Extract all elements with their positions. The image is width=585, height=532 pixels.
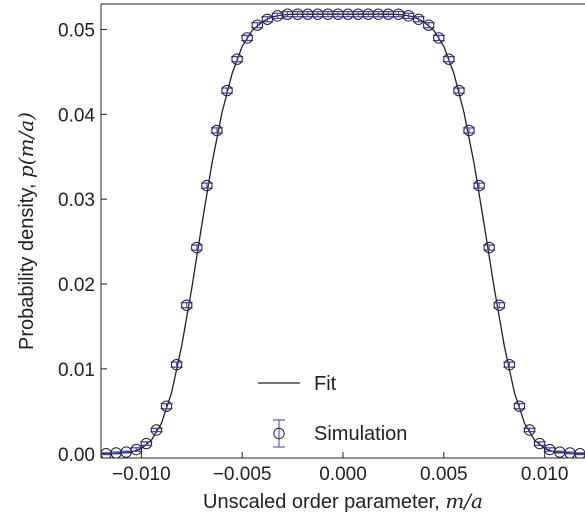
simulation-point [533, 437, 546, 450]
simulation-point [543, 443, 556, 456]
y-tick-label: 0.00 [58, 445, 95, 466]
simulation-marker [574, 448, 585, 458]
simulation-point [463, 124, 476, 137]
simulation-point [140, 437, 153, 450]
simulation-marker [241, 32, 253, 44]
simulation-marker [231, 53, 243, 65]
simulation-point [573, 448, 585, 458]
simulation-point [473, 179, 486, 192]
x-axis-label-math: m/a [445, 489, 483, 513]
simulation-point [221, 84, 234, 97]
simulation-point [442, 53, 455, 65]
simulation-point [483, 241, 496, 254]
x-tick-label: 0.005 [420, 464, 468, 485]
y-axis-label: Probability density, p(m/a) [14, 112, 38, 350]
simulation-marker [170, 358, 183, 371]
simulation-marker [483, 241, 495, 254]
simulation-marker [191, 241, 203, 254]
simulation-point [160, 400, 173, 412]
simulation-point [503, 358, 516, 371]
simulation-marker [251, 19, 263, 31]
y-tick-label: 0.03 [58, 190, 95, 211]
legend-simulation-label: Simulation [314, 423, 407, 445]
simulation-point [231, 53, 244, 65]
simulation-point [190, 241, 203, 254]
simulation-point [150, 424, 163, 436]
simulation-marker [433, 32, 445, 44]
simulation-point [241, 32, 254, 44]
x-tick-label: −0.010 [112, 464, 171, 485]
simulation-marker [211, 124, 223, 137]
simulation-marker [453, 84, 465, 97]
y-tick-label: 0.01 [58, 360, 95, 381]
x-axis-label-text: Unscaled order parameter, [203, 491, 445, 513]
simulation-marker [503, 358, 516, 371]
simulation-marker [201, 179, 213, 192]
simulation-point [170, 358, 183, 371]
simulation-marker [523, 424, 536, 436]
legend: Fit Simulation [258, 373, 407, 448]
simulation-marker [533, 437, 546, 450]
simulation-marker [261, 13, 274, 25]
simulation-marker [181, 299, 193, 311]
simulation-marker [140, 437, 153, 450]
legend-fit-label: Fit [314, 373, 337, 395]
y-axis-label-math: p(m/a) [14, 112, 38, 178]
simulation-marker [221, 84, 233, 97]
simulation-point [261, 13, 274, 25]
simulation-point [432, 32, 445, 44]
simulation-point [352, 8, 365, 20]
simulation-point [130, 443, 143, 456]
simulation-point [452, 84, 465, 97]
plot-area [101, 4, 585, 458]
simulation-marker [443, 53, 455, 65]
simulation-point [251, 19, 264, 31]
simulation-marker [130, 443, 142, 456]
series-layer [101, 8, 585, 458]
simulation-point [271, 10, 284, 22]
simulation-marker [493, 299, 505, 311]
simulation-marker [473, 179, 485, 192]
y-tick-label: 0.02 [58, 275, 95, 296]
simulation-marker [513, 400, 526, 412]
simulation-marker [402, 10, 415, 22]
simulation-point [372, 8, 385, 20]
simulation-marker [463, 124, 475, 137]
simulation-point [493, 299, 506, 311]
simulation-point [513, 400, 526, 412]
y-tick-label: 0.04 [58, 105, 95, 126]
x-tick-label: −0.005 [213, 464, 272, 485]
simulation-marker [412, 13, 425, 25]
x-tick-label: 0.010 [521, 464, 569, 485]
y-axis-label-text: Probability density, [16, 178, 38, 350]
legend-simulation-marker [273, 419, 285, 448]
simulation-marker [160, 400, 173, 412]
simulation-marker [423, 19, 435, 31]
simulation-point [210, 124, 223, 137]
simulation-point [422, 19, 435, 31]
simulation-point [402, 10, 415, 22]
x-tick-label: 0.000 [319, 464, 367, 485]
x-axis-ticks: −0.010 −0.005 0.000 0.005 0.010 [112, 452, 568, 485]
simulation-point [180, 299, 193, 311]
y-tick-label: 0.05 [58, 20, 95, 41]
x-axis-label: Unscaled order parameter, m/a [203, 489, 483, 513]
y-axis-ticks: 0.00 0.01 0.02 0.03 0.04 0.05 [58, 20, 107, 466]
simulation-point [200, 179, 213, 192]
simulation-marker [150, 424, 163, 436]
simulation-point [523, 424, 536, 436]
simulation-point [412, 13, 425, 25]
